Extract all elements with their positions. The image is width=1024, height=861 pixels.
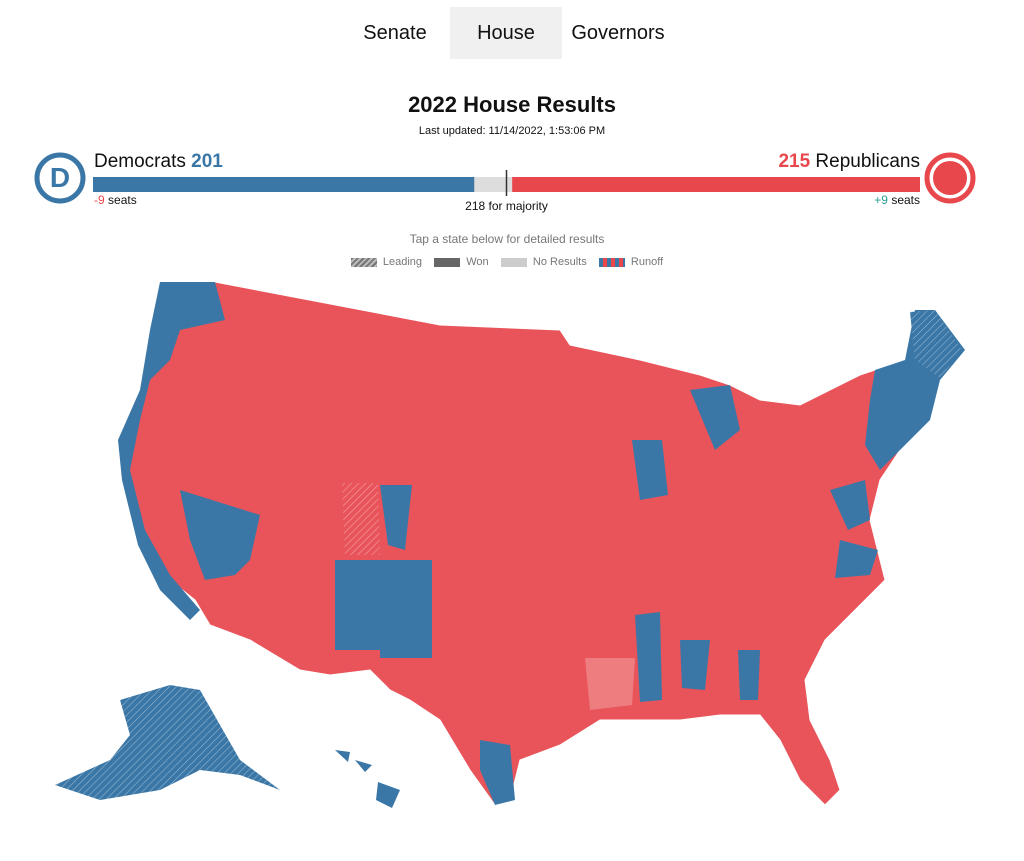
district-dem[interactable] bbox=[635, 612, 662, 702]
district-dem[interactable] bbox=[335, 560, 432, 658]
rep-change-unit: seats bbox=[891, 193, 920, 207]
legend-swatch bbox=[500, 257, 527, 267]
district-dem[interactable] bbox=[480, 740, 515, 805]
rep-count: 215 bbox=[778, 151, 811, 172]
legend-label: Leading bbox=[382, 256, 422, 268]
district-dem[interactable] bbox=[180, 490, 260, 580]
legend-swatch bbox=[434, 257, 461, 267]
tab-active[interactable]: House bbox=[450, 7, 562, 59]
rep-logo bbox=[924, 152, 976, 204]
legend: Leading Won No Results Runoff bbox=[0, 256, 1014, 268]
dem-logo bbox=[34, 152, 86, 204]
rep-bar bbox=[512, 177, 920, 192]
district-no-results[interactable] bbox=[585, 658, 635, 710]
rep-logo-fill bbox=[933, 161, 967, 195]
district-dem[interactable] bbox=[738, 650, 760, 700]
district-dem[interactable] bbox=[835, 540, 878, 578]
district-dem[interactable] bbox=[690, 385, 740, 450]
tab[interactable]: Senate bbox=[363, 22, 427, 44]
district-dem[interactable] bbox=[118, 282, 225, 620]
dem-count: 201 bbox=[191, 151, 223, 172]
district-leading[interactable] bbox=[342, 483, 380, 555]
dem-change-unit: seats bbox=[108, 193, 137, 207]
legend-label: No Results bbox=[532, 256, 587, 268]
rep-change-value: +9 bbox=[874, 193, 888, 207]
district-leading[interactable] bbox=[910, 310, 962, 378]
majority-label: 218 for majority bbox=[407, 199, 607, 213]
map[interactable] bbox=[0, 270, 1024, 830]
instruction: Tap a state below for detailed results bbox=[409, 232, 605, 246]
alaska[interactable] bbox=[55, 685, 280, 800]
district-dem[interactable] bbox=[830, 480, 870, 530]
seat-bar-area: D bbox=[34, 152, 976, 204]
dem-logo-letter: D bbox=[50, 162, 70, 193]
dem-name: Democrats bbox=[94, 151, 186, 172]
dem-label: Democrats 201 bbox=[94, 151, 223, 173]
district-dem[interactable] bbox=[632, 440, 668, 500]
majority-count: 218 bbox=[465, 199, 486, 213]
legend-swatch bbox=[350, 257, 377, 267]
district-dem[interactable] bbox=[380, 485, 412, 550]
updated: Last updated: 11/14/2022, 1:53:06 PM bbox=[418, 125, 606, 137]
legend-label: Won bbox=[466, 256, 489, 268]
legend-swatch bbox=[598, 257, 625, 267]
dem-change: -9 seats bbox=[94, 193, 137, 207]
legend-label: Runoff bbox=[630, 256, 664, 268]
hawaii[interactable] bbox=[335, 750, 400, 808]
dem-change-value: -9 bbox=[94, 193, 105, 207]
tab[interactable]: Governors bbox=[571, 22, 665, 44]
majority-text: for majority bbox=[488, 199, 548, 213]
district-dem[interactable] bbox=[680, 640, 710, 690]
rep-change: +9 seats bbox=[874, 193, 920, 207]
rep-name: Republicans bbox=[815, 151, 920, 172]
dem-bar bbox=[93, 177, 475, 192]
title: 2022 House Results bbox=[408, 92, 616, 117]
rep-label: 215 Republicans bbox=[778, 151, 920, 173]
